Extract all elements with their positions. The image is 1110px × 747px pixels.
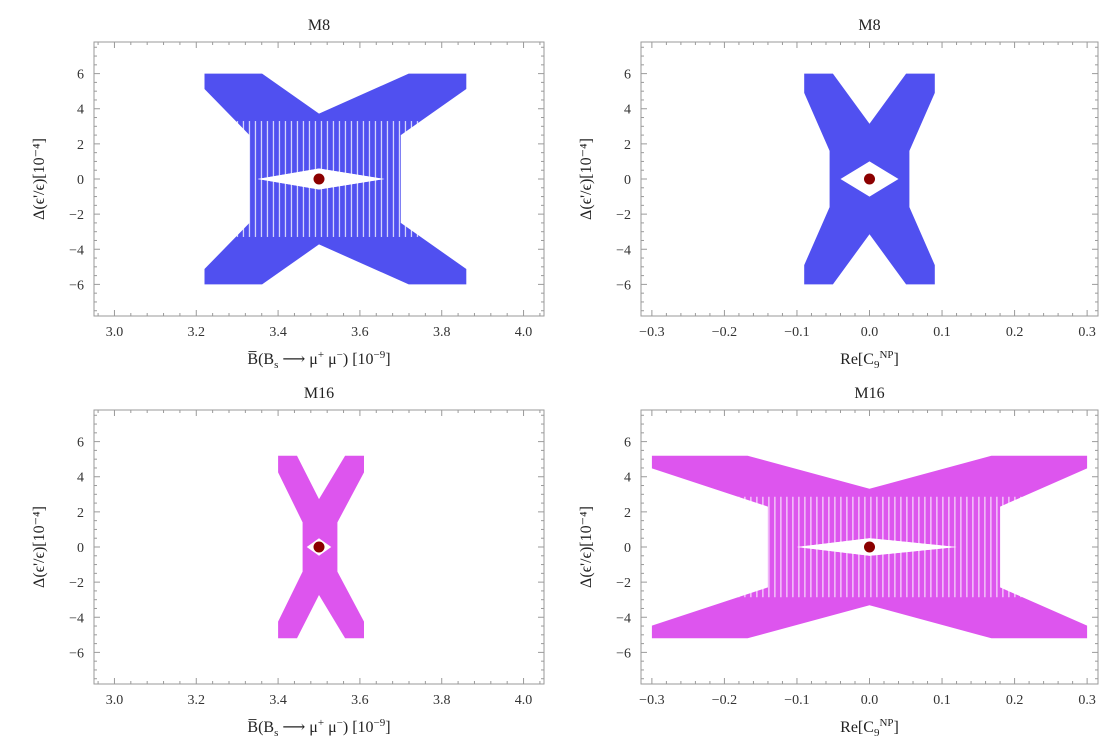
y-tick-label: 2 bbox=[624, 506, 631, 521]
x-tick-label: −0.2 bbox=[712, 693, 737, 708]
sm-point bbox=[864, 173, 875, 185]
y-tick-label: −4 bbox=[69, 243, 84, 258]
central-gap-mask bbox=[796, 538, 957, 556]
x-tick-label: 3.6 bbox=[351, 325, 369, 340]
y-tick-label: 0 bbox=[624, 173, 631, 188]
y-tick-label: 2 bbox=[624, 138, 631, 153]
y-tick-label: −2 bbox=[616, 208, 631, 223]
x-tick-label: 3.8 bbox=[433, 693, 451, 708]
y-tick-label: −2 bbox=[69, 576, 84, 591]
x-tick-label: 3.0 bbox=[106, 325, 124, 340]
x-tick-label: −0.2 bbox=[712, 325, 737, 340]
y-axis-label: Δ(ϵ'/ϵ)[10⁻⁴] bbox=[578, 506, 595, 588]
y-tick-label: 6 bbox=[77, 68, 84, 83]
x-tick-label: 0.2 bbox=[1006, 325, 1024, 340]
x-tick-label: 0.1 bbox=[933, 693, 951, 708]
sm-point bbox=[864, 541, 875, 553]
y-tick-label: 4 bbox=[77, 471, 84, 486]
panel-title: M8 bbox=[858, 17, 880, 34]
panel-1: 3.0 3.2 3.4 3.6 3.8 4.0 −6 −4 −2 0 2 4 6 M8 B̅(Bs ⟶ μ+… bbox=[31, 17, 545, 371]
y-tick-label: 0 bbox=[624, 541, 631, 556]
x-axis-label: B̅(Bs ⟶ μ+ μ−) [10−9] bbox=[247, 717, 390, 739]
y-tick-label: −6 bbox=[69, 278, 84, 293]
x-tick-label: 3.6 bbox=[351, 693, 369, 708]
panel-title: M16 bbox=[304, 385, 334, 402]
x-tick-label: −0.1 bbox=[784, 325, 809, 340]
y-tick-label: −2 bbox=[69, 208, 84, 223]
y-tick-label: 0 bbox=[77, 541, 84, 556]
y-tick-label: 0 bbox=[77, 173, 84, 188]
x-tick-label: 3.2 bbox=[188, 693, 206, 708]
x-tick-label: 3.4 bbox=[269, 325, 287, 340]
y-axis-label: Δ(ϵ'/ϵ)[10⁻⁴] bbox=[31, 506, 48, 588]
y-tick-label: 4 bbox=[624, 471, 631, 486]
x-tick-label: 4.0 bbox=[515, 693, 533, 708]
x-tick-label: 3.2 bbox=[188, 325, 206, 340]
y-tick-label: −6 bbox=[616, 278, 631, 293]
y-tick-label: 6 bbox=[77, 436, 84, 451]
y-tick-label: −2 bbox=[616, 576, 631, 591]
x-tick-label: −0.1 bbox=[784, 693, 809, 708]
panel-title: M16 bbox=[854, 385, 884, 402]
y-tick-label: −4 bbox=[616, 611, 631, 626]
y-tick-label: −6 bbox=[69, 646, 84, 661]
y-tick-label: 4 bbox=[624, 103, 631, 118]
y-tick-label: 6 bbox=[624, 68, 631, 83]
panel-3: 3.0 3.2 3.4 3.6 3.8 4.0 −6 −4 −2 0 2 4 6 M16 B̅(Bs ⟶ μ… bbox=[31, 385, 545, 739]
sm-point bbox=[313, 541, 325, 553]
y-tick-label: 4 bbox=[77, 103, 84, 118]
panel-title: M8 bbox=[308, 17, 330, 34]
x-tick-label: 0.1 bbox=[933, 325, 951, 340]
y-tick-label: −4 bbox=[69, 611, 84, 626]
y-axis-label: Δ(ϵ'/ϵ)[10⁻⁴] bbox=[578, 138, 595, 220]
x-axis-label: B̅(Bs ⟶ μ+ μ−) [10−9] bbox=[247, 349, 390, 371]
x-tick-label: −0.3 bbox=[639, 325, 664, 340]
x-tick-label: 3.4 bbox=[269, 693, 287, 708]
y-tick-label: 2 bbox=[77, 138, 84, 153]
x-axis-label: Re[C9NP] bbox=[840, 717, 899, 739]
y-tick-label: −4 bbox=[616, 243, 631, 258]
x-tick-label: 0.0 bbox=[861, 693, 879, 708]
y-tick-label: −6 bbox=[616, 646, 631, 661]
y-axis-label: Δ(ϵ'/ϵ)[10⁻⁴] bbox=[31, 138, 48, 220]
x-tick-label: 0.3 bbox=[1078, 325, 1096, 340]
panel-4: −0.3 −0.2 −0.1 0.0 0.1 0.2 0.3 −6 −4 −2 0 2 4 6 M16 Re[… bbox=[578, 385, 1099, 739]
x-tick-label: 0.2 bbox=[1006, 693, 1024, 708]
panel-2: −0.3 −0.2 −0.1 0.0 0.1 0.2 0.3 −6 −4 −2 0 2 4 6 M8 Re[C… bbox=[578, 17, 1099, 371]
x-tick-label: 0.3 bbox=[1078, 693, 1096, 708]
y-tick-label: 6 bbox=[624, 436, 631, 451]
sm-point bbox=[313, 173, 325, 185]
x-tick-label: 4.0 bbox=[515, 325, 533, 340]
x-tick-label: 3.0 bbox=[106, 693, 124, 708]
x-tick-label: 3.8 bbox=[433, 325, 451, 340]
y-tick-label: 2 bbox=[77, 506, 84, 521]
x-tick-label: −0.3 bbox=[639, 693, 664, 708]
x-axis-label: Re[C9NP] bbox=[840, 349, 899, 371]
x-tick-label: 0.0 bbox=[861, 325, 879, 340]
